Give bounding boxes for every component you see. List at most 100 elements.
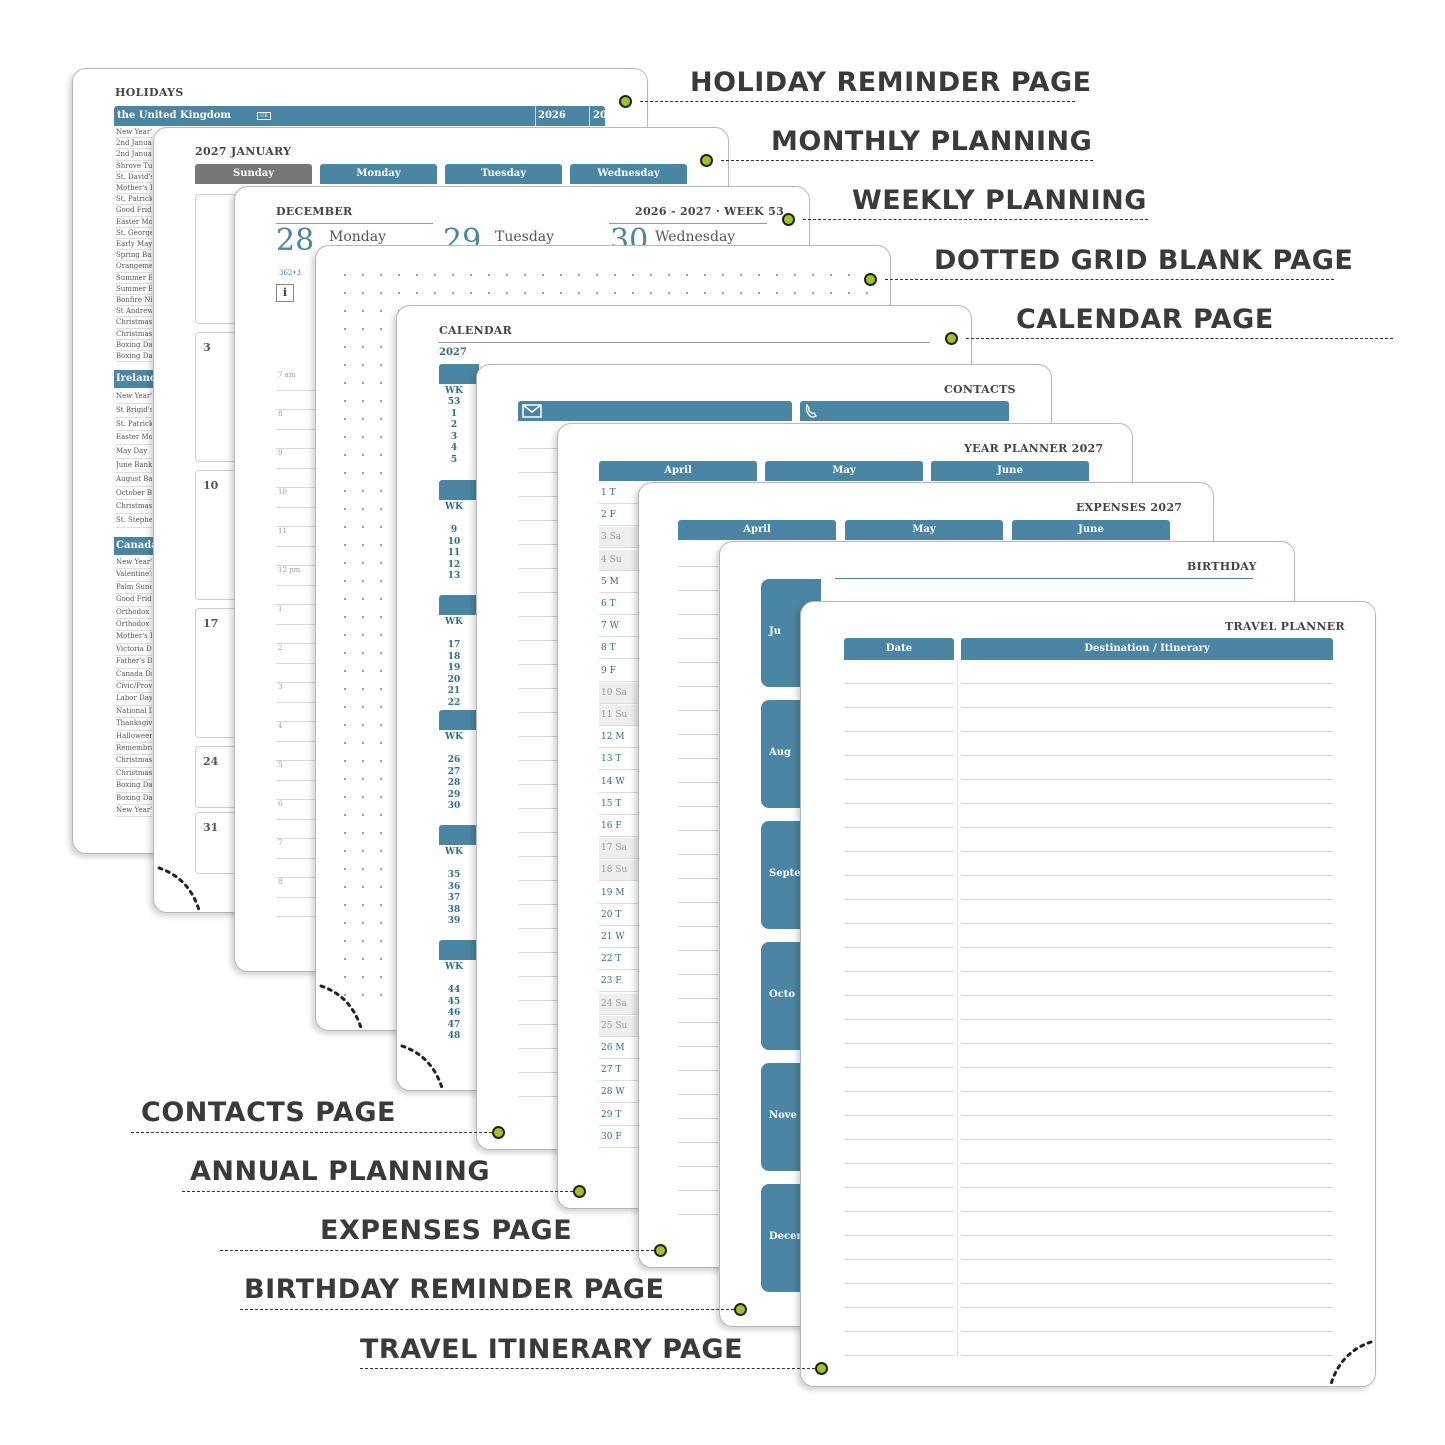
- week-number: 4: [450, 443, 458, 453]
- calendar-month-bar: [439, 825, 479, 845]
- week-number: 47: [447, 1019, 461, 1030]
- week-number: 3: [450, 431, 458, 442]
- week-number: 38: [447, 904, 461, 915]
- uk-badge: UK: [257, 112, 271, 120]
- holiday-row: New Year's: [116, 390, 152, 404]
- week-number: 45: [447, 996, 461, 1007]
- holiday-row: Easter Mon: [116, 217, 152, 228]
- week-number: 19: [447, 663, 461, 673]
- hour-label: 1: [278, 605, 283, 613]
- contacts-title: CONTACTS: [944, 383, 1016, 396]
- holiday-row: Easter Mon: [116, 431, 152, 446]
- email-bar: [518, 401, 792, 421]
- week-number: 11: [447, 548, 461, 558]
- day-row: 14 W: [599, 772, 639, 793]
- holiday-row: Remembra: [116, 743, 152, 756]
- year-planner-title: YEAR PLANNER 2027: [964, 442, 1104, 455]
- week-number: 9: [450, 525, 458, 535]
- hour-line: [276, 507, 316, 508]
- canada-name: Canada: [116, 540, 158, 551]
- holiday-row: June Bank: [116, 459, 152, 473]
- week-cell-3: 10: [195, 470, 237, 600]
- dotted-marker-dot: [864, 273, 877, 286]
- holiday-row: St. Stephen: [116, 514, 152, 528]
- week-cell-2: 3: [195, 332, 237, 462]
- holiday-row: National D: [116, 706, 152, 719]
- date-3: 3: [203, 341, 211, 354]
- hour-line: [276, 702, 316, 703]
- week-number: 37: [447, 893, 461, 903]
- holiday-row: St. David's: [116, 172, 152, 183]
- holiday-row: Palm Sund: [116, 582, 152, 595]
- exp-month-june: June: [1012, 520, 1170, 540]
- weekly-month: DECEMBER: [276, 205, 353, 218]
- holiday-row: St. Patrick': [116, 194, 152, 206]
- date-17: 17: [203, 617, 219, 630]
- page-curl-icon: [157, 866, 201, 912]
- page-curl-icon: [319, 984, 363, 1030]
- day-row: 13 T: [599, 749, 639, 771]
- week-number: 29: [447, 789, 461, 800]
- page-curl-icon: [1329, 1340, 1373, 1386]
- day-row: 11 Su: [599, 705, 639, 726]
- holiday-row: Christmas: [116, 500, 152, 515]
- hour-line: [276, 390, 316, 391]
- hour-line: [276, 799, 316, 800]
- birthday-month-label: Octo: [769, 989, 796, 1000]
- day-row: 16 F: [599, 816, 639, 837]
- calendar-month-bar: [439, 595, 479, 615]
- month-may: May: [765, 461, 923, 481]
- day-row: 17 Sa: [599, 838, 639, 860]
- hour-label: 12 pm: [278, 566, 301, 574]
- hour-label: 11: [278, 527, 287, 535]
- holiday-row: Summer Ba: [116, 284, 152, 295]
- contacts-lines: [518, 425, 558, 1115]
- holiday-row: Summer Ba: [116, 273, 152, 284]
- holiday-row: Boxing Day: [116, 340, 152, 351]
- day-monday: Monday: [320, 164, 437, 184]
- holiday-row: Thanksgivi: [116, 718, 152, 731]
- expenses-marker-dot: [654, 1244, 667, 1257]
- week-number: 1: [450, 408, 458, 419]
- week-header: WK: [445, 386, 463, 396]
- label-dotted: DOTTED GRID BLANK PAGE: [934, 245, 1354, 276]
- day-row: 28 W: [599, 1082, 639, 1104]
- hour-line: [276, 721, 316, 722]
- holiday-row: Spring Ban: [116, 250, 152, 262]
- holiday-row: October Ba: [116, 487, 152, 501]
- day-row: 26 M: [599, 1038, 639, 1059]
- calendar-month-bar: [439, 364, 479, 384]
- holiday-row: Shrove Tue: [116, 161, 152, 172]
- holiday-row: Civic/Provi: [116, 681, 152, 694]
- day-row: 4 Su: [599, 549, 639, 571]
- week-number: 18: [447, 651, 461, 662]
- label-expenses: EXPENSES PAGE: [320, 1215, 573, 1246]
- label-contacts: CONTACTS PAGE: [141, 1097, 396, 1128]
- phone-bar: [800, 401, 1009, 421]
- holiday-row: New Year's: [116, 557, 152, 570]
- week-number: 13: [447, 571, 461, 581]
- holiday-row: New Year's: [116, 805, 152, 818]
- week-number: 30: [447, 801, 461, 811]
- month-june: June: [931, 461, 1089, 481]
- week-number: 22: [447, 697, 461, 708]
- hour-line: [276, 858, 316, 859]
- day-row: 12 M: [599, 727, 639, 749]
- hour-line: [276, 838, 316, 839]
- day-row: 6 T: [599, 594, 639, 615]
- day-row: 19 M: [599, 883, 639, 904]
- day-row: 7 W: [599, 616, 639, 638]
- uk-header-bar: the United Kingdom UK 2026 2027: [114, 106, 621, 126]
- day-29-name: Tuesday: [495, 229, 555, 245]
- day-30-name: Wednesday: [655, 229, 736, 245]
- holiday-row: Labor Day: [116, 693, 152, 706]
- hour-label: 2: [278, 644, 283, 652]
- hour-label: 7 am: [278, 371, 296, 379]
- holiday-row: August Ban: [116, 473, 152, 487]
- day-row: 2 F: [599, 505, 639, 527]
- hour-line: [276, 877, 316, 878]
- hour-line: [276, 546, 316, 547]
- holiday-row: Christmas: [116, 317, 152, 329]
- holiday-row: St Brigid's I: [116, 404, 152, 418]
- birthday-month-label: Decer: [769, 1231, 802, 1242]
